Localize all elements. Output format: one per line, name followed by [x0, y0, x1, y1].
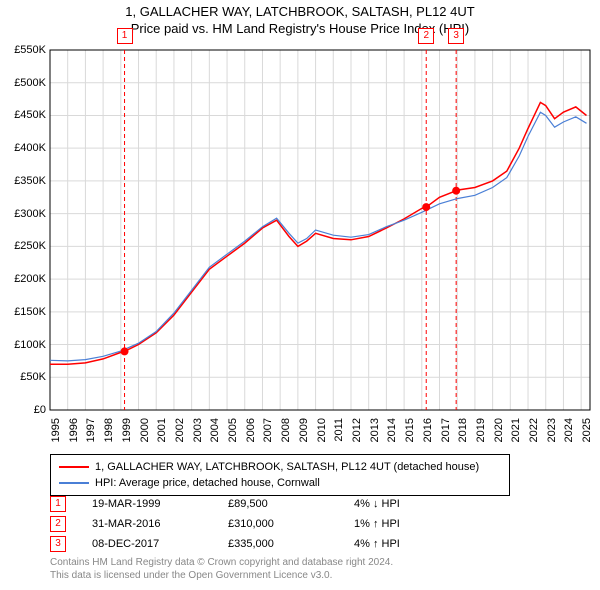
y-axis-label: £200K	[2, 273, 46, 285]
legend-label: 1, GALLACHER WAY, LATCHBROOK, SALTASH, P…	[95, 461, 479, 473]
x-axis-label: 1998	[103, 418, 115, 458]
x-axis-label: 2013	[369, 418, 381, 458]
footer-attribution: Contains HM Land Registry data © Crown c…	[50, 556, 393, 582]
legend-label: HPI: Average price, detached house, Corn…	[95, 477, 320, 489]
y-axis-label: £250K	[2, 240, 46, 252]
y-axis-label: £50K	[2, 371, 46, 383]
x-axis-label: 2012	[351, 418, 363, 458]
x-axis-label: 2006	[245, 418, 257, 458]
x-axis-label: 2002	[174, 418, 186, 458]
x-axis-label: 2022	[528, 418, 540, 458]
x-axis-label: 2008	[280, 418, 292, 458]
transaction-price: £89,500	[228, 498, 328, 510]
x-axis-label: 2009	[298, 418, 310, 458]
y-axis-label: £100K	[2, 339, 46, 351]
x-axis-label: 2001	[156, 418, 168, 458]
x-axis-label: 1996	[68, 418, 80, 458]
x-axis-label: 2023	[546, 418, 558, 458]
chart: £0£50K£100K£150K£200K£250K£300K£350K£400…	[50, 50, 590, 410]
transaction-date: 31-MAR-2016	[92, 518, 202, 530]
y-axis-label: £450K	[2, 109, 46, 121]
x-axis-label: 1999	[121, 418, 133, 458]
y-axis-label: £350K	[2, 175, 46, 187]
x-axis-label: 2019	[475, 418, 487, 458]
title-address: 1, GALLACHER WAY, LATCHBROOK, SALTASH, P…	[0, 4, 600, 19]
plot-svg	[50, 50, 590, 410]
footer-line2: This data is licensed under the Open Gov…	[50, 569, 393, 582]
transaction-row: 1 19-MAR-1999 £89,500 4% ↓ HPI	[50, 494, 474, 514]
y-axis-label: £300K	[2, 208, 46, 220]
x-axis-label: 2024	[563, 418, 575, 458]
transaction-pct: 1% ↑ HPI	[354, 518, 474, 530]
footer-line1: Contains HM Land Registry data © Crown c…	[50, 556, 393, 569]
legend-swatch	[59, 466, 89, 468]
x-axis-label: 2025	[581, 418, 593, 458]
x-axis-label: 2016	[422, 418, 434, 458]
legend: 1, GALLACHER WAY, LATCHBROOK, SALTASH, P…	[50, 454, 510, 496]
y-axis-label: £150K	[2, 306, 46, 318]
transaction-price: £335,000	[228, 538, 328, 550]
sale-marker-2: 2	[418, 28, 434, 44]
transaction-marker: 2	[50, 516, 66, 532]
transaction-row: 3 08-DEC-2017 £335,000 4% ↑ HPI	[50, 534, 474, 554]
title-subtitle: Price paid vs. HM Land Registry's House …	[0, 21, 600, 36]
transaction-marker: 3	[50, 536, 66, 552]
transaction-date: 19-MAR-1999	[92, 498, 202, 510]
transaction-price: £310,000	[228, 518, 328, 530]
y-axis-label: £400K	[2, 142, 46, 154]
x-axis-label: 2018	[457, 418, 469, 458]
x-axis-label: 2005	[227, 418, 239, 458]
legend-item: HPI: Average price, detached house, Corn…	[59, 475, 501, 491]
x-axis-label: 2000	[139, 418, 151, 458]
y-axis-label: £500K	[2, 77, 46, 89]
sale-marker-3: 3	[448, 28, 464, 44]
y-axis-label: £0	[2, 404, 46, 416]
x-axis-label: 1997	[85, 418, 97, 458]
transaction-pct: 4% ↑ HPI	[354, 538, 474, 550]
x-axis-label: 2021	[510, 418, 522, 458]
legend-swatch	[59, 482, 89, 484]
x-axis-label: 2003	[192, 418, 204, 458]
legend-item: 1, GALLACHER WAY, LATCHBROOK, SALTASH, P…	[59, 459, 501, 475]
x-axis-label: 1995	[50, 418, 62, 458]
x-axis-label: 2004	[209, 418, 221, 458]
transaction-row: 2 31-MAR-2016 £310,000 1% ↑ HPI	[50, 514, 474, 534]
x-axis-label: 2010	[316, 418, 328, 458]
sale-marker-1: 1	[117, 28, 133, 44]
x-axis-label: 2020	[493, 418, 505, 458]
x-axis-label: 2007	[262, 418, 274, 458]
figure: 1, GALLACHER WAY, LATCHBROOK, SALTASH, P…	[0, 0, 600, 590]
x-axis-label: 2014	[386, 418, 398, 458]
transaction-pct: 4% ↓ HPI	[354, 498, 474, 510]
transaction-marker: 1	[50, 496, 66, 512]
x-axis-label: 2015	[404, 418, 416, 458]
transaction-date: 08-DEC-2017	[92, 538, 202, 550]
y-axis-label: £550K	[2, 44, 46, 56]
x-axis-label: 2011	[333, 418, 345, 458]
transactions-table: 1 19-MAR-1999 £89,500 4% ↓ HPI 2 31-MAR-2016 £…	[50, 494, 474, 554]
x-axis-label: 2017	[440, 418, 452, 458]
